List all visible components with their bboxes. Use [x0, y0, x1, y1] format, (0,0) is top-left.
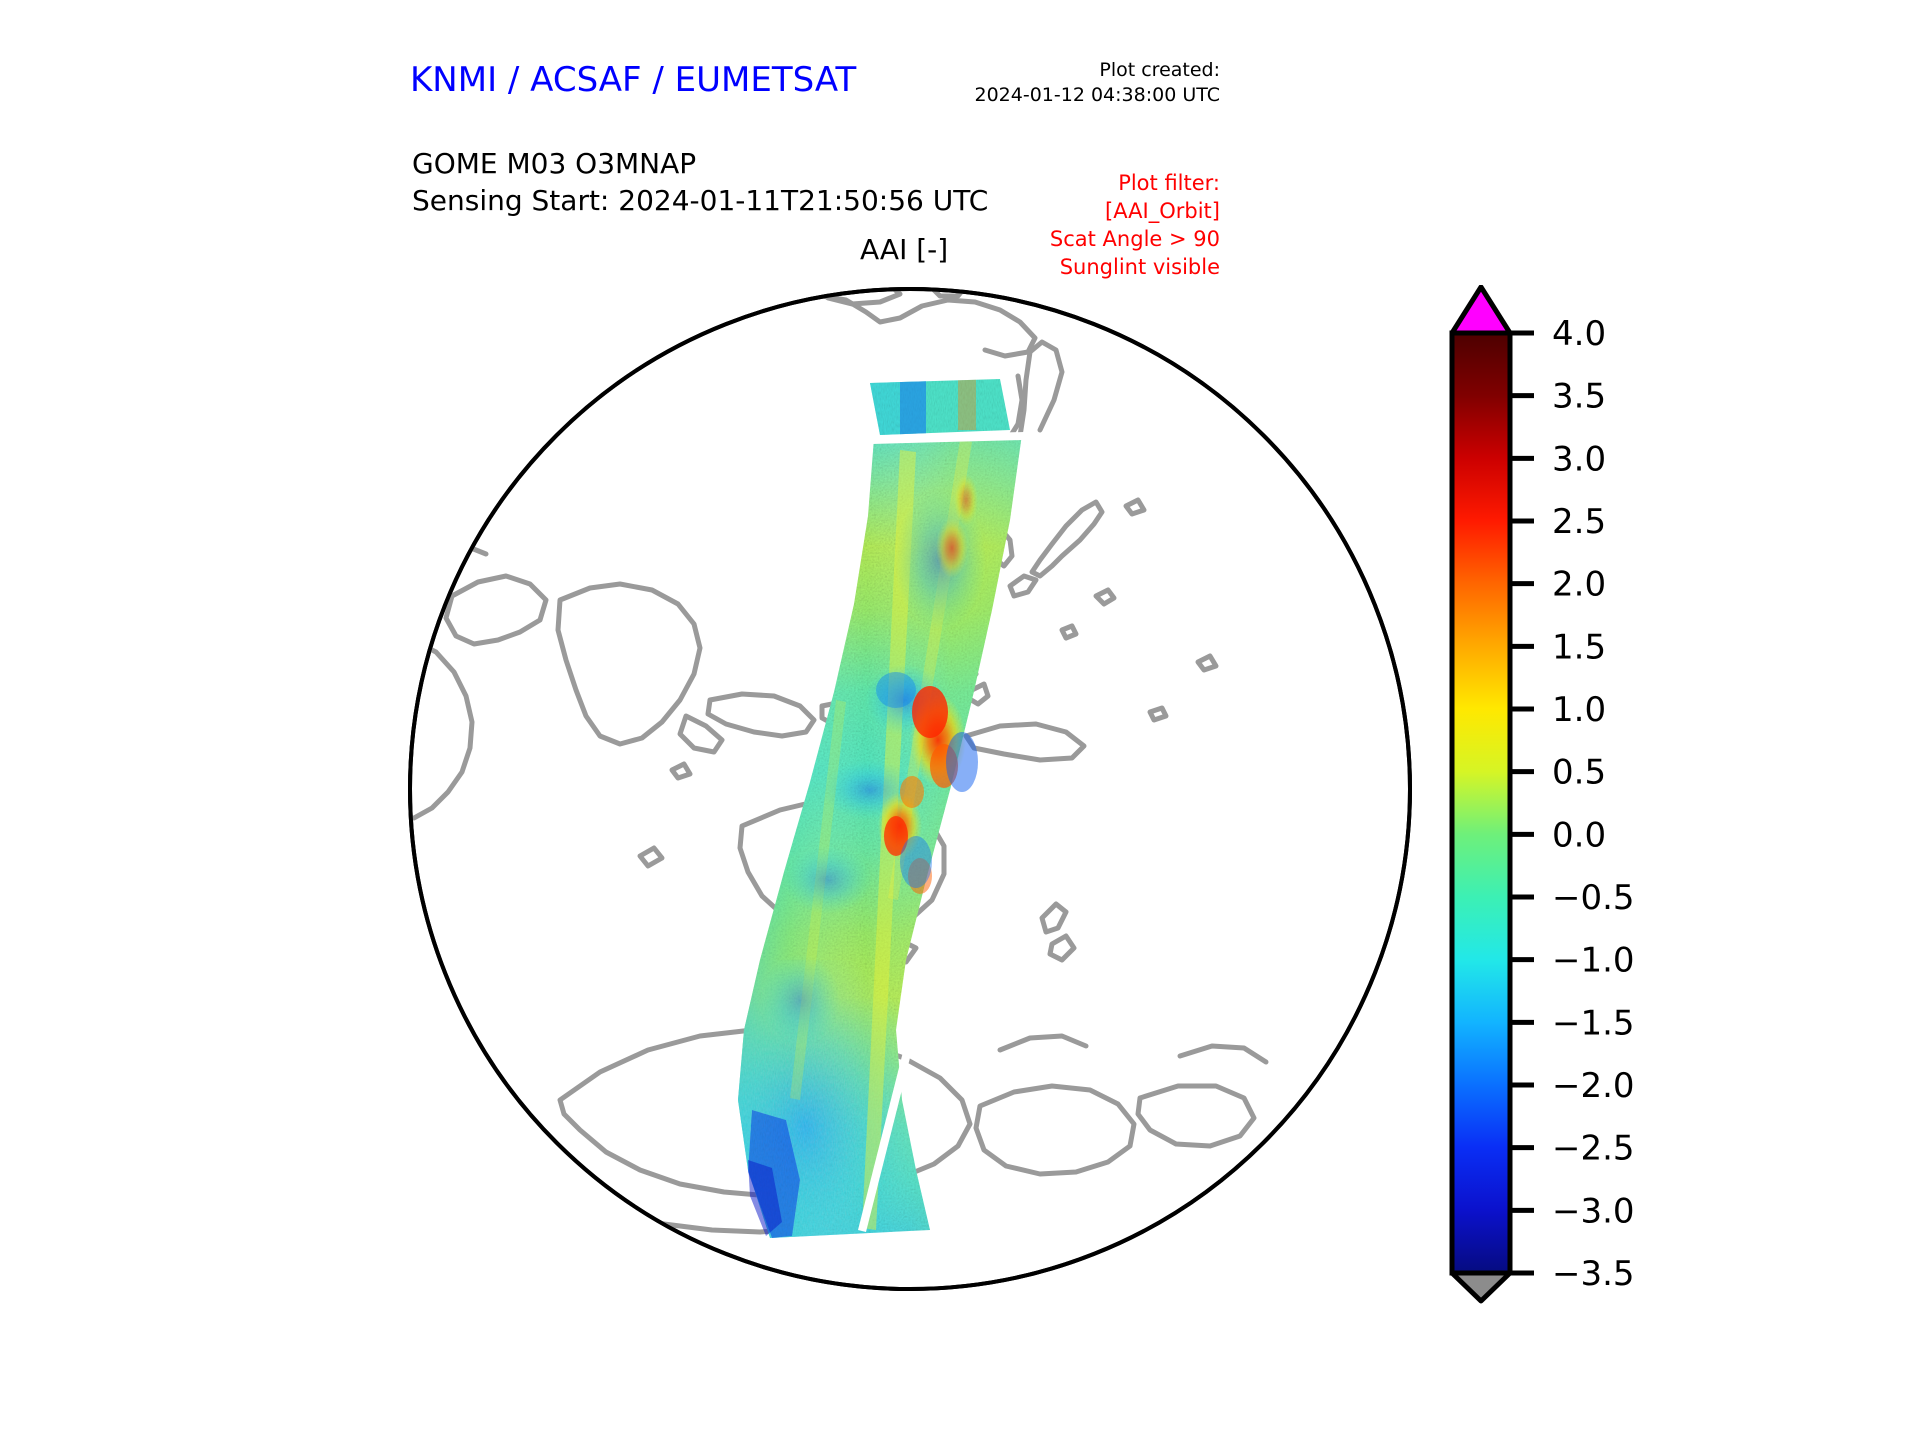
colorbar-tick-label: 1.0 [1552, 690, 1606, 730]
colorbar-tick-label: 0.5 [1552, 753, 1606, 793]
colorbar-tick-label: −1.5 [1552, 1003, 1635, 1043]
colorbar-over-range-arrow [1449, 285, 1513, 336]
plot-filter-line-1: [AAI_Orbit] [1105, 198, 1220, 223]
plot-created-value: 2024-01-12 04:38:00 UTC [974, 84, 1221, 107]
colorbar-tick-label: −1.0 [1552, 941, 1635, 981]
colorbar-gradient [1449, 330, 1513, 1276]
colorbar: 4.0 3.5 3.0 2.5 2.0 1.5 1.0 0.5 0.0 −0.5 −1.0 −1.5 −… [1448, 285, 1848, 1305]
colorbar-under-range-arrow [1449, 1270, 1513, 1304]
colorbar-tick-label: 2.0 [1552, 565, 1606, 605]
sensing-start: Sensing Start: 2024-01-11T21:50:56 UTC [412, 184, 989, 218]
colorbar-tick-label: 4.0 [1552, 314, 1606, 354]
plot-filter-line-2: Scat Angle > 90 [1049, 226, 1220, 251]
data-swath [738, 379, 1024, 1238]
map-plot-area [408, 287, 1412, 1291]
colorbar-ticks [1510, 330, 1534, 1276]
colorbar-svg: 4.0 3.5 3.0 2.5 2.0 1.5 1.0 0.5 0.0 −0.5 −1.0 −1.5 −… [1449, 285, 1635, 1304]
plot-created-block: Plot created: 2024-01-12 04:38:00 UTC [975, 58, 1221, 108]
colorbar-tick-label: −3.5 [1552, 1254, 1635, 1294]
orthographic-globe [408, 287, 1412, 1291]
dataset-block: GOME M03 O3MNAP Sensing Start: 2024-01-1… [412, 145, 988, 219]
colorbar-tick-label: 2.5 [1552, 502, 1606, 542]
globe-outline [408, 287, 1412, 1291]
colorbar-tick-labels: 4.0 3.5 3.0 2.5 2.0 1.5 1.0 0.5 0.0 −0.5 −1.0 −1.5 −… [1552, 314, 1635, 1294]
dataset-name: GOME M03 O3MNAP [412, 147, 697, 180]
agency-title: KNMI / ACSAF / EUMETSAT [410, 60, 857, 100]
plot-filter-block: Plot filter: [AAI_Orbit] Scat Angle > 90… [1050, 170, 1220, 282]
swath-main [738, 432, 1024, 1238]
colorbar-tick-label: 1.5 [1552, 627, 1606, 667]
colorbar-tick-label: −2.5 [1552, 1129, 1635, 1169]
colorbar-tick-label: 0.0 [1552, 815, 1606, 855]
colorbar-tick-label: −2.0 [1552, 1066, 1635, 1106]
variable-title: AAI [-] [860, 233, 949, 266]
plot-filter-label: Plot filter: [1118, 171, 1220, 195]
plot-created-label: Plot created: [1099, 59, 1220, 81]
colorbar-tick-label: 3.5 [1552, 377, 1606, 417]
colorbar-tick-label: −3.0 [1552, 1191, 1635, 1231]
colorbar-tick-label: −0.5 [1552, 878, 1635, 918]
plot-filter-line-3: Sunglint visible [1059, 254, 1220, 279]
colorbar-tick-label: 3.0 [1552, 439, 1606, 479]
